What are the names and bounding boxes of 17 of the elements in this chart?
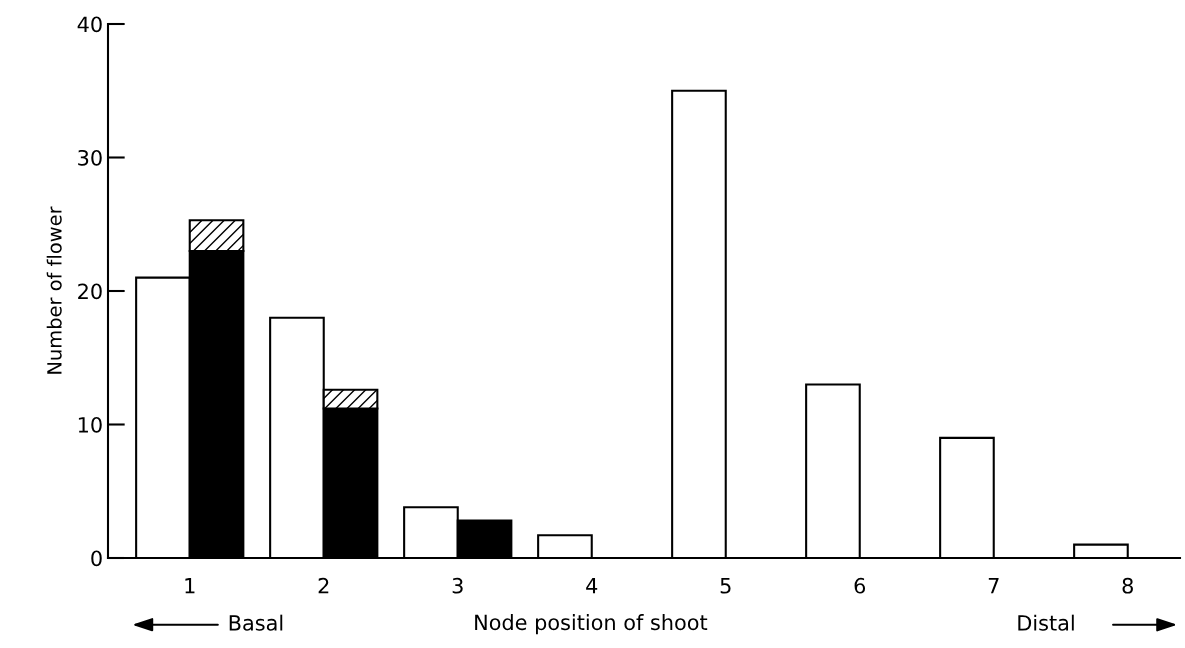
x-tick-label: 2 xyxy=(318,577,329,594)
y-tick-label: 40 xyxy=(77,16,102,33)
y-tick-label: 30 xyxy=(78,149,102,166)
y-axis-title: Number of flower xyxy=(46,206,62,374)
x-tick-label: 1 xyxy=(185,578,195,594)
x-tick-label: 5 xyxy=(720,578,731,594)
x-tick-label: 8 xyxy=(1122,577,1133,594)
y-tick-label: 10 xyxy=(78,416,102,433)
text: Distal xyxy=(1018,614,1074,631)
y-tick-label: 0 xyxy=(91,550,102,567)
x-tick-label: 4 xyxy=(586,578,598,594)
x-tick-label: 3 xyxy=(452,577,463,594)
x-axis-title: Node position of shoot xyxy=(475,614,708,635)
x-tick-label: 6 xyxy=(854,577,866,594)
text: Basal xyxy=(229,614,283,631)
y-tick-label: 20 xyxy=(78,283,102,300)
x-tick-label: 7 xyxy=(988,578,999,594)
